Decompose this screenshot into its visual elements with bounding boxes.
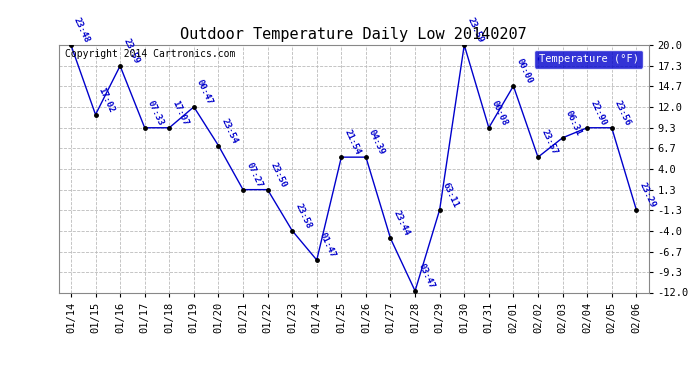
Text: 17:07: 17:07	[170, 99, 190, 127]
Text: 23:50: 23:50	[269, 161, 288, 189]
Text: 03:47: 03:47	[416, 262, 436, 290]
Text: 00:08: 00:08	[490, 99, 510, 127]
Text: 23:58: 23:58	[293, 202, 313, 230]
Text: 00:47: 00:47	[195, 78, 215, 106]
Text: Copyright 2014 Cartronics.com: Copyright 2014 Cartronics.com	[65, 49, 235, 59]
Text: 23:44: 23:44	[392, 209, 411, 238]
Text: 17:02: 17:02	[97, 86, 117, 114]
Legend: Temperature (°F): Temperature (°F)	[534, 50, 643, 69]
Text: 63:11: 63:11	[441, 181, 460, 209]
Text: 01:47: 01:47	[318, 231, 337, 259]
Text: 06:31: 06:31	[564, 109, 583, 137]
Text: 21:54: 21:54	[342, 128, 362, 156]
Text: 23:56: 23:56	[613, 99, 633, 127]
Text: 00:00: 00:00	[515, 57, 534, 85]
Text: 23:59: 23:59	[466, 16, 485, 44]
Text: 22:90: 22:90	[589, 99, 608, 127]
Title: Outdoor Temperature Daily Low 20140207: Outdoor Temperature Daily Low 20140207	[180, 27, 527, 42]
Text: 23:48: 23:48	[72, 16, 92, 44]
Text: 23:29: 23:29	[638, 181, 657, 209]
Text: 23:54: 23:54	[219, 117, 239, 145]
Text: 23:57: 23:57	[539, 128, 559, 156]
Text: 07:33: 07:33	[146, 99, 166, 127]
Text: 07:27: 07:27	[244, 161, 264, 189]
Text: 23:59: 23:59	[121, 37, 141, 65]
Text: 04:39: 04:39	[367, 128, 386, 156]
